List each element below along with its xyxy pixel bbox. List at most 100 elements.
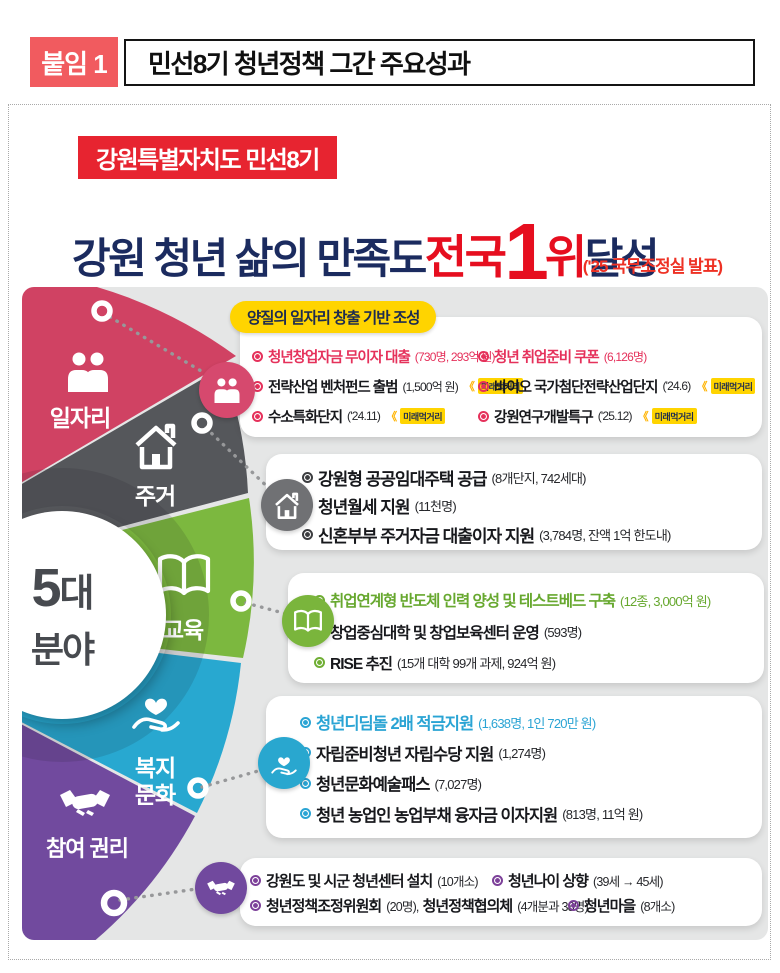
connector-housing bbox=[204, 426, 280, 499]
rights-circle-icon bbox=[195, 862, 247, 914]
item-label: 청년정책조정위원회 bbox=[266, 898, 382, 915]
list-item: 청년디딤돌 2배 적금지원 (1,638명, 1인 720만 원) bbox=[300, 710, 762, 734]
segment-label-education: 교육 bbox=[162, 617, 204, 643]
bullet-icon bbox=[478, 350, 489, 362]
connector-jobs bbox=[108, 315, 220, 383]
item-detail: (3,784명, 잔액 1억 한도내) bbox=[539, 527, 671, 543]
item-label: 창업중심대학 및 창업보육센터 운영 bbox=[330, 624, 540, 642]
bullet-icon bbox=[302, 471, 313, 483]
education-circle-icon bbox=[282, 595, 334, 647]
node-education bbox=[230, 590, 252, 612]
hero-subtitle: ('25 국무조정실 발표) bbox=[582, 257, 723, 276]
list-item: 자립준비청년 자립수당 지원 (1,274명) bbox=[300, 741, 762, 765]
list-item: 수소특화단지 ('24.11) 《 미래먹거리 bbox=[252, 406, 478, 427]
five-sector-wheel bbox=[22, 287, 300, 940]
bullet-icon bbox=[300, 808, 311, 820]
bullet-icon bbox=[314, 657, 325, 669]
list-item: 창업중심대학 및 창업보육센터 운영 (593명) bbox=[314, 621, 764, 643]
connector-education bbox=[244, 601, 300, 619]
jobs-box: 청년창업자금 무이자 대출 (730명, 293억 원) 청년 취업준비 쿠폰 … bbox=[240, 317, 762, 437]
bullet-icon bbox=[252, 350, 263, 362]
segment-label-welfare-2: 문화 bbox=[134, 782, 176, 808]
node-jobs bbox=[91, 300, 113, 322]
list-item: 취업연계형 반도체 인력 양성 및 테스트베드 구축 (12종, 3,000억 … bbox=[314, 589, 764, 611]
rights-box: 강원도 및 시군 청년센터 설치 (10개소) 청년나이 상향 (39세 → 4… bbox=[240, 858, 762, 926]
list-item: 바이오 국가첨단전략산업단지 ('24.6) 《 미래먹거리 bbox=[478, 376, 762, 397]
bullet-icon bbox=[492, 875, 503, 886]
list-item: 청년월세 지원 (11천명) bbox=[302, 493, 762, 518]
book-icon bbox=[294, 609, 322, 632]
item-detail: (39세 → 45세) bbox=[592, 875, 664, 889]
list-item: 강원연구개발특구 ('25.12) 《 미래먹거리 bbox=[478, 406, 762, 427]
list-item: 청년 농업인 농업부채 융자금 이자지원 (813명, 11억 원) bbox=[300, 802, 762, 826]
welfare-box: 청년디딤돌 2배 적금지원 (1,638명, 1인 720만 원) 자립준비청년… bbox=[266, 696, 762, 838]
node-housing bbox=[191, 412, 213, 434]
attachment-badge: 붙임 1 bbox=[30, 37, 118, 87]
item-detail: (1,638명, 1인 720만 원) bbox=[478, 715, 596, 731]
bullet-icon bbox=[250, 875, 261, 886]
item-label: 강원형 공공임대주택 공급 bbox=[318, 469, 487, 489]
jobs-circle-icon bbox=[199, 362, 255, 418]
handshake-icon bbox=[60, 790, 110, 816]
tag-chevron-icon: 《 bbox=[386, 411, 397, 423]
item-label: 바이오 국가첨단전략산업단지 bbox=[494, 379, 658, 396]
item-label: 수소특화단지 bbox=[268, 409, 343, 426]
list-item: 청년나이 상향 (39세 → 45세) bbox=[492, 870, 664, 891]
list-item: 전략산업 벤처펀드 출범 (1,500억 원) 《 미래먹거리 bbox=[252, 376, 523, 397]
item-detail: (10개소) bbox=[437, 875, 478, 889]
housing-box: 강원형 공공임대주택 공급 (8개단지, 742세대) 청년월세 지원 (11천… bbox=[266, 454, 762, 550]
people-icon bbox=[68, 352, 108, 392]
item-detail: (8개소) bbox=[640, 900, 675, 914]
item-label: 청년정책협의체 bbox=[422, 898, 514, 915]
item-label: 취업연계형 반도체 인력 양성 및 테스트베드 구축 bbox=[330, 593, 616, 611]
future-growth-tag: 미래먹거리 bbox=[710, 378, 756, 394]
item-detail: (1,500억 원) bbox=[402, 379, 458, 394]
list-item: RISE 추진 (15개 대학 99개 과제, 924억 원) bbox=[314, 652, 764, 674]
future-growth-tag: 미래먹거리 bbox=[400, 408, 445, 424]
list-item: 청년창업자금 무이자 대출 (730명, 293억 원) bbox=[252, 346, 496, 367]
bullet-icon bbox=[478, 410, 489, 422]
inner-shadow-ring bbox=[22, 468, 209, 762]
list-item: 강원도 및 시군 청년센터 설치 (10개소) bbox=[250, 870, 492, 891]
wheel-center-line1: 5대 bbox=[31, 558, 94, 618]
item-label: 청년디딤돌 2배 적금지원 bbox=[316, 715, 474, 734]
item-detail: (15개 대학 99개 과제, 924억 원) bbox=[397, 656, 556, 672]
wedge-housing bbox=[22, 367, 248, 553]
house-icon bbox=[275, 492, 299, 519]
bullet-icon bbox=[300, 777, 311, 789]
item-label: 청년창업자금 무이자 대출 bbox=[268, 349, 411, 366]
list-item: 청년문화예술패스 (7,027명) bbox=[300, 771, 762, 795]
bullet-icon bbox=[252, 410, 263, 422]
heart-hand-icon bbox=[132, 698, 180, 732]
item-detail: (6,126명) bbox=[603, 349, 647, 364]
welfare-circle-icon bbox=[258, 737, 310, 789]
wheel-center-line2: 분야 bbox=[30, 629, 95, 670]
item-label: 자립준비청년 자립수당 지원 bbox=[316, 745, 494, 764]
rights-row-2: 청년정책조정위원회 (20명), 청년정책협의체 (4개분과 38명) 청년마을… bbox=[250, 895, 762, 916]
tag-chevron-icon: 《 bbox=[637, 411, 649, 423]
book-icon bbox=[157, 554, 211, 596]
people-icon bbox=[214, 377, 240, 403]
future-growth-tag: 미래먹거리 bbox=[477, 378, 523, 394]
tag-chevron-icon: 《 bbox=[696, 381, 708, 393]
item-detail: (7,027명) bbox=[434, 776, 482, 792]
list-item: 청년 취업준비 쿠폰 (6,126명) bbox=[478, 346, 762, 367]
item-detail: (1,274명) bbox=[498, 746, 546, 762]
item-detail: ('25.12) bbox=[597, 409, 633, 423]
item-label: 신혼부부 주거자금 대출이자 지원 bbox=[318, 526, 535, 546]
segment-label-rights: 참여 권리 bbox=[45, 836, 129, 861]
future-growth-tag: 미래먹거리 bbox=[651, 408, 697, 424]
list-item: 강원형 공공임대주택 공급 (8개단지, 742세대) bbox=[302, 465, 762, 490]
hero-title-rank-number: 1 bbox=[504, 207, 548, 296]
handshake-icon bbox=[207, 880, 235, 895]
hero-badge: 강원특별자치도 민선8기 bbox=[78, 136, 337, 179]
item-label: 청년문화예술패스 bbox=[316, 776, 430, 795]
wedge-jobs bbox=[22, 287, 236, 483]
item-detail: (11천명) bbox=[414, 499, 457, 514]
rights-row-1: 강원도 및 시군 청년센터 설치 (10개소) 청년나이 상향 (39세 → 4… bbox=[250, 870, 762, 891]
item-label: 청년 농업인 농업부채 융자금 이자지원 bbox=[316, 806, 558, 825]
wedge-rights bbox=[22, 724, 195, 940]
node-welfare bbox=[187, 777, 209, 799]
item-detail: ('24.11) bbox=[347, 409, 381, 423]
